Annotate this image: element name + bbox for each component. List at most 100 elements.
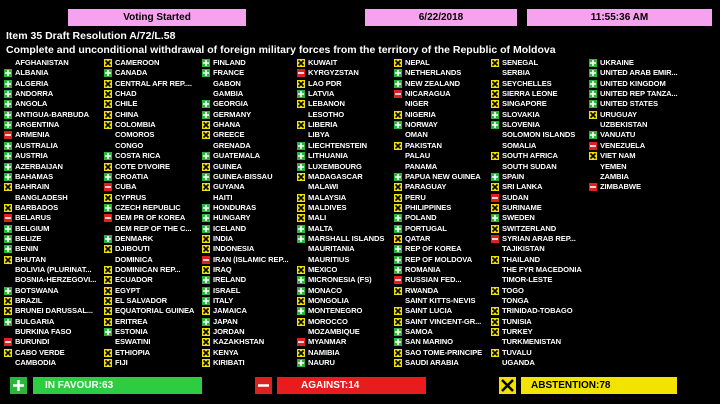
favour-icon (202, 276, 210, 285)
country-name: KENYA (213, 347, 239, 357)
country-name: BURUNDI (15, 337, 50, 347)
abstention-icon (491, 224, 499, 233)
country-name: NIGERIA (405, 109, 436, 119)
country-name: KAZAKHSTAN (213, 337, 265, 347)
country-name: LIBERIA (308, 120, 338, 130)
favour-icon (4, 286, 12, 295)
country-name: NORWAY (405, 120, 438, 130)
favour-icon (297, 224, 305, 233)
country-name: VIET NAM (600, 151, 636, 161)
favour-icon (202, 172, 210, 181)
abstention-icon (297, 348, 305, 357)
against-icon (491, 193, 499, 202)
country-name: TIMOR-LESTE (502, 275, 553, 285)
country-name: CAMEROON (115, 58, 160, 67)
country-name: DENMARK (115, 233, 154, 243)
country-name: SOLOMON ISLANDS (502, 130, 576, 140)
favour-icon (4, 141, 12, 150)
country-name: ARMENIA (15, 130, 50, 140)
country-name: SAINT VINCENT-GR... (405, 316, 482, 326)
country-name: MONGOLIA (308, 296, 349, 306)
country-name: SINGAPORE (502, 99, 547, 109)
favour-icon (4, 110, 12, 119)
country-name: LIBYA (308, 130, 330, 140)
country-name: ICELAND (213, 223, 247, 233)
country-name: THE FYR MACEDONIA (502, 265, 582, 274)
country-name: JAPAN (213, 316, 238, 326)
country-name: HAITI (213, 192, 233, 202)
abstention-icon (4, 348, 12, 357)
country-name: UNITED REP TANZA... (600, 89, 678, 99)
abstention-icon (104, 100, 112, 109)
favour-icon (589, 131, 597, 140)
against-icon (589, 183, 597, 192)
country-name: YEMEN (600, 161, 627, 171)
country-name: MALAWI (308, 182, 339, 192)
favour-icon (297, 234, 305, 243)
favour-icon (202, 297, 210, 306)
country-name: ALBANIA (15, 68, 49, 78)
against-icon (4, 214, 12, 223)
country-name: GAMBIA (213, 89, 244, 99)
country-name: SEYCHELLES (502, 78, 552, 88)
country-name: CZECH REPUBLIC (115, 202, 181, 212)
favour-icon (202, 317, 210, 326)
favour-icon (297, 307, 305, 316)
country-name: TRINIDAD-TOBAGO (502, 306, 573, 316)
abstention-icon (491, 317, 499, 326)
favour-icon (394, 255, 402, 264)
country-name: MOZAMBIQUE (308, 327, 360, 337)
country-name: BELARUS (15, 213, 52, 223)
favour-icon (589, 69, 597, 78)
abstention-icon (491, 286, 499, 295)
abstention-icon (104, 79, 112, 88)
abstention-icon (104, 286, 112, 295)
country-name: GHANA (213, 120, 241, 130)
country-name: REP OF KOREA (405, 244, 462, 254)
favour-icon (202, 110, 210, 119)
country-name: LEBANON (308, 99, 345, 109)
favour-icon (4, 90, 12, 99)
country-name: AZERBAIJAN (15, 161, 63, 171)
abstention-icon (491, 255, 499, 264)
country-name: VENEZUELA (600, 140, 646, 150)
abstention-icon (4, 183, 12, 192)
abstention-icon (394, 359, 402, 368)
country-name: ROMANIA (405, 265, 441, 274)
country-name: IRAN (ISLAMIC REP... (213, 254, 289, 264)
abstention-icon (394, 193, 402, 202)
country-name: POLAND (405, 213, 437, 223)
against-icon (491, 234, 499, 243)
country-name: ARGENTINA (15, 120, 60, 130)
country-name: SOUTH SUDAN (502, 161, 557, 171)
favour-icon (104, 172, 112, 181)
favour-icon (394, 121, 402, 130)
country-name: COSTA RICA (115, 151, 161, 161)
status: Voting Started (68, 9, 246, 26)
country-name: TAJIKISTAN (502, 244, 545, 254)
country-name: BAHRAIN (15, 182, 50, 192)
against-icon (4, 338, 12, 347)
abstention-icon (491, 152, 499, 161)
favour-icon (297, 359, 305, 368)
country-name: UNITED KINGDOM (600, 78, 666, 88)
favour-icon (589, 59, 597, 67)
country-name: SAINT KITTS-NEVIS (405, 296, 476, 306)
favour-icon (202, 203, 210, 212)
favour-icon (491, 110, 499, 119)
country-name: MONACO (308, 285, 342, 295)
country-name: GEORGIA (213, 99, 249, 109)
country-name: PAPUA NEW GUINEA (405, 171, 481, 181)
country-name: GABON (213, 78, 241, 88)
favour-icon (297, 141, 305, 150)
country-name: MOROCCO (308, 316, 348, 326)
country-name: AFGHANISTAN (15, 58, 69, 67)
abstention-total: ABSTENTION:78 (521, 377, 677, 394)
country-name: GRENADA (213, 140, 251, 150)
abstention-icon (394, 141, 402, 150)
abstention-icon (202, 338, 210, 347)
favour-icon (4, 245, 12, 254)
country-name: THAILAND (502, 254, 541, 264)
country-name: RUSSIAN FED... (405, 275, 462, 285)
